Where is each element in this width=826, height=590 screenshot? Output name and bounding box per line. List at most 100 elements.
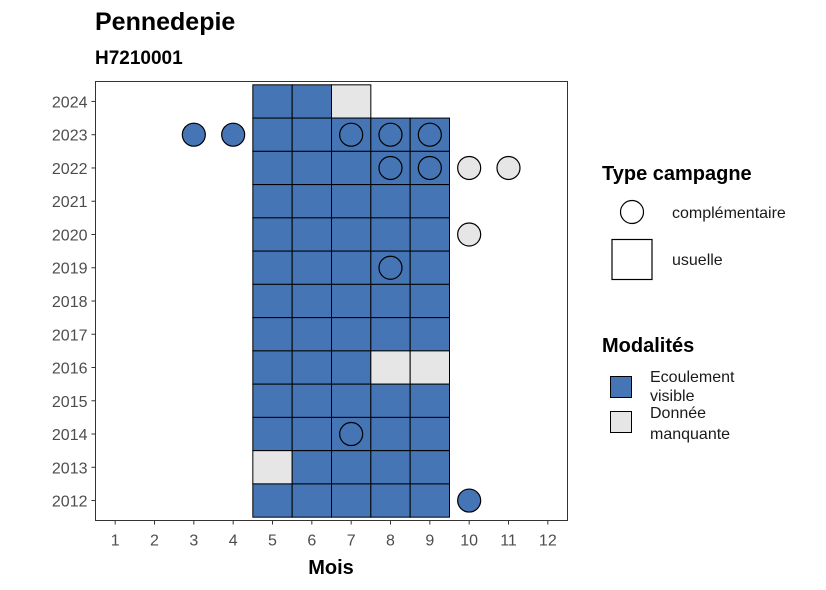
y-tick-label: 2020 [52, 227, 88, 244]
point-complementaire [457, 488, 482, 513]
x-tick-label: 12 [539, 533, 557, 550]
legend-key-ecoulement-visible [610, 376, 632, 398]
tile-usuelle [409, 317, 450, 352]
x-tick-label: 4 [229, 533, 238, 550]
y-tick-label: 2024 [52, 94, 88, 111]
legend-modalites: Modalités Ecoulement visible Donnée manq… [602, 335, 735, 443]
tile-usuelle [291, 217, 332, 252]
tile-usuelle [331, 250, 372, 285]
tile-usuelle [331, 350, 372, 385]
tile-usuelle [409, 383, 450, 418]
legend-square-key [611, 238, 653, 281]
tile-usuelle [252, 450, 293, 485]
y-tick-label: 2012 [52, 494, 88, 511]
point-complementaire [417, 155, 442, 181]
legend-label-usuelle: usuelle [672, 252, 723, 269]
x-axis: 1 2 3 4 5 6 7 8 9 10 11 12 [111, 520, 557, 550]
x-tick-label: 9 [425, 533, 434, 550]
x-tick-label: 2 [150, 533, 159, 550]
x-axis-title: Mois [308, 557, 354, 579]
tile-usuelle [331, 450, 372, 485]
tile-usuelle [252, 117, 293, 152]
point-complementaire [181, 122, 206, 147]
legend-label-complementaire: complémentaire [672, 205, 786, 222]
y-tick-label: 2017 [52, 327, 88, 344]
tile-usuelle [291, 450, 332, 485]
x-tick-label: 1 [111, 533, 120, 550]
tile-usuelle [331, 317, 372, 352]
tile-usuelle [331, 283, 372, 319]
tile-layer [252, 84, 450, 518]
y-tick-label: 2013 [52, 460, 88, 477]
legend-label-ecoulement-line2: visible [650, 388, 695, 405]
x-tick-label: 7 [347, 533, 356, 550]
tile-usuelle [331, 150, 372, 186]
tile-usuelle [370, 317, 411, 352]
y-tick-label: 2015 [52, 394, 88, 411]
x-tick-label: 8 [386, 533, 395, 550]
tile-usuelle [291, 84, 332, 119]
legend-circle-key [619, 199, 645, 225]
x-tick-label: 11 [500, 533, 517, 550]
point-complementaire [457, 222, 482, 247]
tile-usuelle [331, 217, 372, 252]
tile-usuelle [370, 416, 411, 452]
tile-usuelle [291, 317, 332, 352]
tile-usuelle [291, 283, 332, 319]
legend-type-campagne: Type campagne complémentaire usuelle [602, 163, 786, 281]
tile-usuelle [331, 84, 372, 119]
point-complementaire [378, 255, 403, 280]
x-tick-label: 5 [268, 533, 277, 550]
tile-usuelle [409, 483, 450, 518]
tile-usuelle [370, 283, 411, 319]
tile-usuelle [331, 184, 372, 219]
tile-usuelle [291, 184, 332, 219]
tile-usuelle [291, 483, 332, 518]
y-tick-label: 2019 [52, 261, 88, 278]
chart-subtitle: H7210001 [95, 48, 183, 69]
y-tick-label: 2023 [52, 128, 88, 145]
legend-title-type-campagne: Type campagne [602, 163, 752, 185]
point-complementaire [339, 122, 364, 147]
legend-label-donnee-line2: manquante [650, 426, 730, 443]
tile-usuelle [370, 450, 411, 485]
tile-usuelle [252, 250, 293, 285]
tile-usuelle [409, 450, 450, 485]
tile-usuelle [252, 84, 293, 119]
x-tick-label: 3 [189, 533, 198, 550]
tile-usuelle [409, 217, 450, 252]
point-complementaire [378, 155, 403, 181]
tile-usuelle [252, 383, 293, 418]
tile-usuelle [370, 350, 411, 385]
tile-usuelle [252, 150, 293, 186]
point-complementaire [496, 155, 521, 181]
tile-usuelle [252, 283, 293, 319]
tile-usuelle [291, 416, 332, 452]
x-tick-label: 10 [460, 533, 478, 550]
point-complementaire [457, 155, 482, 181]
tile-usuelle [370, 217, 411, 252]
point-complementaire [378, 122, 403, 147]
tile-usuelle [409, 416, 450, 452]
tile-usuelle [252, 317, 293, 352]
y-tick-label: 2016 [52, 361, 88, 378]
point-complementaire [417, 122, 442, 147]
tile-usuelle [331, 483, 372, 518]
tile-usuelle [370, 383, 411, 418]
tile-usuelle [370, 483, 411, 518]
tile-usuelle [291, 250, 332, 285]
tile-usuelle [291, 150, 332, 186]
x-tick-label: 6 [307, 533, 316, 550]
y-tick-label: 2021 [52, 194, 88, 211]
tile-usuelle [409, 250, 450, 285]
tile-usuelle [252, 217, 293, 252]
y-axis: 2012 2013 2014 2015 2016 2017 2018 2019 2020 2021… [52, 94, 96, 511]
y-tick-label: 2014 [52, 427, 88, 444]
tile-usuelle [291, 350, 332, 385]
chart-title: Pennedepie [95, 8, 235, 36]
y-tick-label: 2022 [52, 161, 88, 178]
tile-usuelle [409, 350, 450, 385]
tile-usuelle [331, 383, 372, 418]
point-layer [181, 122, 521, 513]
